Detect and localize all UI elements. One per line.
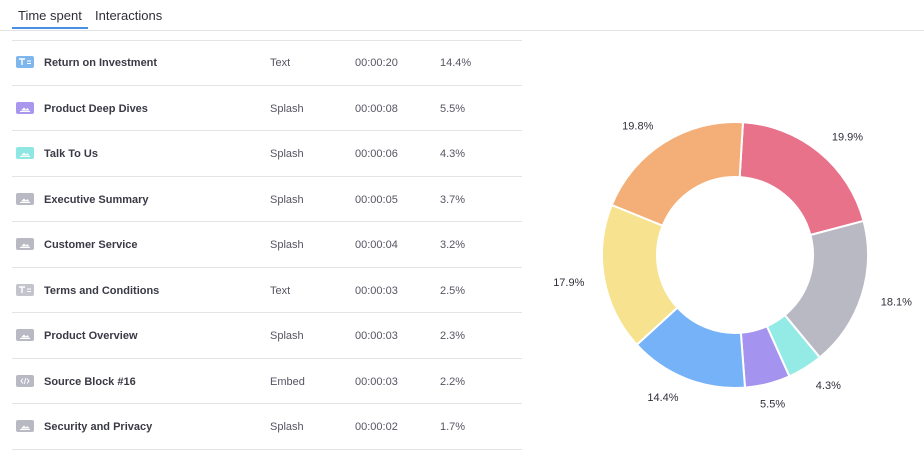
time-spent-value: 00:00:04 bbox=[355, 239, 398, 251]
splash-block-icon bbox=[16, 329, 34, 341]
splash-block-icon bbox=[16, 192, 34, 205]
percent-value: 2.2% bbox=[440, 375, 466, 388]
active-tab-indicator bbox=[12, 27, 88, 29]
splash-block-icon bbox=[16, 420, 34, 432]
donut-slice-label: 18.1% bbox=[881, 297, 912, 309]
percent-value: 1.7% bbox=[440, 421, 466, 433]
block-type: Embed bbox=[270, 375, 305, 388]
block-type: Splash bbox=[270, 421, 304, 433]
block-time-table: Return on Investment Text 00:00:20 14.4% Pro… bbox=[12, 40, 522, 450]
splash-block-icon bbox=[16, 101, 34, 114]
block-name: Return on Investment bbox=[44, 57, 158, 69]
block-type: Text bbox=[270, 284, 291, 297]
donut-slice-label: 14.4% bbox=[647, 392, 678, 404]
table-row[interactable]: Source Block #16 Embed 00:00:03 2.2% bbox=[12, 359, 522, 404]
donut-slice[interactable] bbox=[610, 121, 745, 227]
table-row[interactable]: Talk To Us Splash 00:00:06 4.3% bbox=[12, 131, 522, 177]
percent-value: 3.2% bbox=[440, 239, 466, 251]
table-row[interactable]: Product Overview Splash 00:00:03 2.3% bbox=[12, 313, 522, 359]
block-name: Terms and Conditions bbox=[44, 284, 160, 297]
splash-block-icon bbox=[16, 147, 34, 159]
donut-slice-label: 19.9% bbox=[832, 132, 863, 144]
percent-value: 14.4% bbox=[440, 57, 472, 69]
block-name: Talk To Us bbox=[44, 148, 98, 160]
time-spent-value: 00:00:03 bbox=[355, 375, 398, 388]
time-spent-value: 00:00:06 bbox=[355, 148, 398, 160]
table-top-divider bbox=[12, 40, 522, 41]
percent-value: 3.7% bbox=[440, 193, 466, 206]
block-name: Source Block #16 bbox=[44, 375, 136, 388]
time-spent-donut-chart: 19.9% 18.1% 4.3% 5.5% 14.4% 17.9% 19.8% bbox=[553, 121, 912, 411]
tab-bar: Time spent Interactions bbox=[0, 0, 924, 31]
time-spent-value: 00:00:20 bbox=[355, 57, 398, 69]
table-row[interactable]: Terms and Conditions Text 00:00:03 2.5% bbox=[12, 268, 522, 313]
table-row[interactable]: Return on Investment Text 00:00:20 14.4% bbox=[12, 40, 522, 86]
percent-value: 2.5% bbox=[440, 284, 466, 297]
tab-time-spent[interactable]: Time spent bbox=[18, 8, 82, 23]
percent-value: 2.3% bbox=[440, 330, 466, 342]
text-block-icon bbox=[16, 283, 34, 296]
table-row[interactable]: Security and Privacy Splash 00:00:02 1.7% bbox=[12, 404, 522, 450]
block-name: Product Deep Dives bbox=[44, 102, 148, 115]
block-name: Product Overview bbox=[44, 330, 138, 342]
block-type: Text bbox=[270, 57, 291, 69]
time-spent-value: 00:00:03 bbox=[355, 330, 398, 342]
block-type: Splash bbox=[270, 330, 304, 342]
block-name: Executive Summary bbox=[44, 193, 149, 206]
embed-block-icon bbox=[16, 374, 34, 387]
time-spent-value: 00:00:02 bbox=[355, 421, 398, 433]
text-block-icon bbox=[16, 56, 34, 68]
time-spent-value: 00:00:05 bbox=[355, 193, 398, 206]
time-spent-value: 00:00:03 bbox=[355, 284, 398, 297]
donut-slice-label: 19.8% bbox=[622, 121, 653, 133]
percent-value: 4.3% bbox=[440, 148, 466, 160]
time-spent-value: 00:00:08 bbox=[355, 102, 398, 115]
block-type: Splash bbox=[270, 239, 304, 251]
block-type: Splash bbox=[270, 148, 304, 160]
tab-interactions[interactable]: Interactions bbox=[95, 8, 163, 23]
block-type: Splash bbox=[270, 102, 304, 115]
table-row[interactable]: Executive Summary Splash 00:00:05 3.7% bbox=[12, 177, 522, 222]
table-row[interactable]: Customer Service Splash 00:00:04 3.2% bbox=[12, 222, 522, 268]
block-type: Splash bbox=[270, 193, 304, 206]
table-row[interactable]: Product Deep Dives Splash 00:00:08 5.5% bbox=[12, 86, 522, 131]
splash-block-icon bbox=[16, 238, 34, 250]
donut-slice-label: 17.9% bbox=[553, 277, 584, 289]
block-name: Security and Privacy bbox=[44, 421, 153, 433]
donut-slice-label: 5.5% bbox=[760, 398, 785, 410]
donut-slice-label: 4.3% bbox=[816, 380, 841, 392]
block-name: Customer Service bbox=[44, 239, 138, 251]
percent-value: 5.5% bbox=[440, 102, 466, 115]
